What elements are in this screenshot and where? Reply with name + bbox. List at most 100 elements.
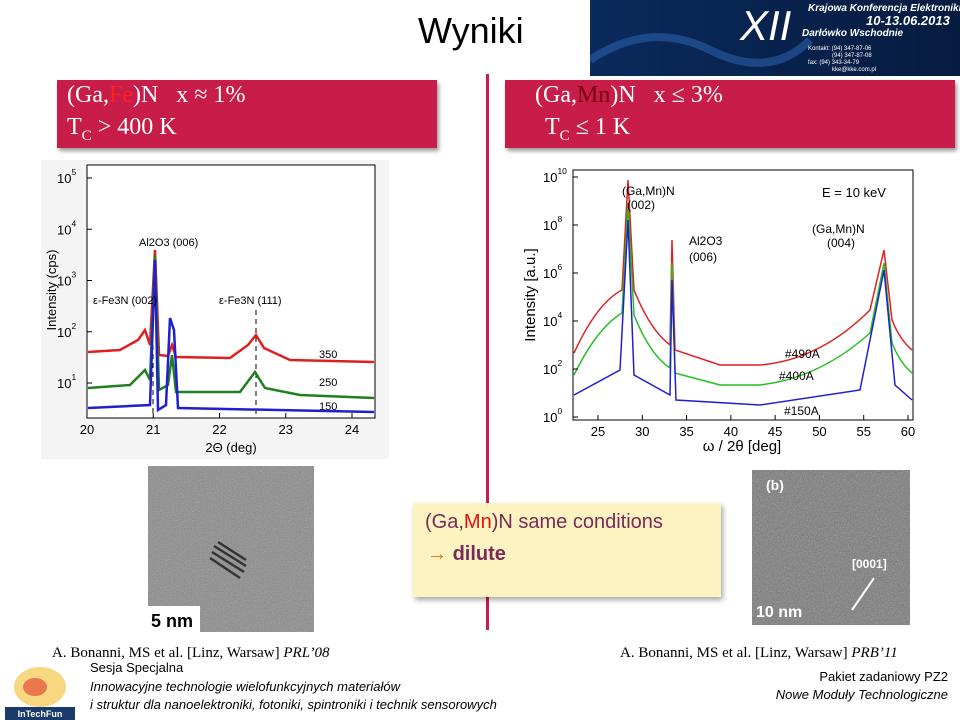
subscript: C xyxy=(559,127,570,144)
xrd-figure-left: Al2O3 (006) ε-Fe3N (002) ε-Fe3N (111) 35… xyxy=(41,160,389,459)
x-tick-label: 40 xyxy=(724,424,738,439)
y-tick-label: 102 xyxy=(57,321,76,340)
x-tick-label: 23 xyxy=(279,422,293,437)
note-box: (Ga,Mn)N same conditions → dilute xyxy=(413,503,721,597)
tick-exponent: 10 xyxy=(557,166,567,176)
text: (Ga, xyxy=(425,511,464,533)
footer-package: Pakiet zadaniowy PZ2 xyxy=(819,669,948,684)
image-noise xyxy=(752,470,910,625)
slide-title: Wyniki xyxy=(418,10,524,51)
banner-name: Krajowa Konferencja Elektroniki xyxy=(808,3,960,14)
tick-exponent: 8 xyxy=(557,214,562,224)
annotation: 350 xyxy=(319,349,337,361)
journal: PRB’11 xyxy=(851,645,898,661)
element: Mn xyxy=(463,511,492,533)
text: A. Bonanni, MS et al. [Linz, Warsaw] xyxy=(620,645,852,661)
tick-exponent: 4 xyxy=(557,310,562,320)
annotation: ε-Fe3N (002) xyxy=(93,295,157,307)
element: Fe xyxy=(108,82,133,108)
y-tick-label: 104 xyxy=(57,218,76,237)
divider xyxy=(486,74,489,630)
annotation: (Ga,Mn)N xyxy=(622,184,675,198)
element: Mn xyxy=(576,82,611,108)
text: T xyxy=(67,114,82,140)
reference-left: A. Bonanni, MS et al. [Linz, Warsaw] PRL… xyxy=(52,645,330,662)
y-tick-label: 106 xyxy=(543,262,562,281)
tick-base: 10 xyxy=(543,218,557,233)
annotation: (004) xyxy=(827,236,855,250)
banner-place: Darłówko Wschodnie xyxy=(802,28,904,39)
logo: InTechFun xyxy=(5,667,75,720)
y-axis-label: Intensity [a.u.] xyxy=(522,248,539,341)
y-axis-label: Intensity (cps) xyxy=(44,250,59,331)
scale-bg xyxy=(148,606,200,632)
text: dilute xyxy=(452,543,506,565)
annotation: (002) xyxy=(627,198,655,212)
tick-base: 10 xyxy=(543,170,557,185)
tick-exponent: 5 xyxy=(71,167,76,177)
y-tick-label: 1010 xyxy=(543,166,567,185)
lattice-fringes xyxy=(209,540,247,580)
tem-image-right: (b) [0001] 10 nm xyxy=(752,470,910,625)
plot-frame xyxy=(86,164,376,419)
journal: PRL’08 xyxy=(283,645,330,661)
curve xyxy=(87,249,375,364)
banner-decoration xyxy=(590,33,813,67)
banner-edition: XII xyxy=(739,2,792,49)
banner-contact: (94) 347-87-08 xyxy=(832,53,872,59)
curve xyxy=(573,219,913,406)
x-tick-label: 25 xyxy=(591,424,605,439)
y-tick-label: 101 xyxy=(57,372,76,391)
annotation: (Ga,Mn)N xyxy=(812,222,865,236)
scale-label: 5 nm xyxy=(151,611,193,631)
x-tick-label: 22 xyxy=(212,422,226,437)
curve xyxy=(87,259,375,414)
annotation: ε-Fe3N (111) xyxy=(219,295,282,307)
x-tick-label: 35 xyxy=(679,424,693,439)
text: > 400 K xyxy=(91,114,177,140)
x-tick-label: 24 xyxy=(345,422,359,437)
y-tick-label: 102 xyxy=(543,358,562,377)
footer-line: i struktur dla nanoelektroniki, fotoniki… xyxy=(90,697,497,712)
annotation: (006) xyxy=(689,250,717,264)
x-tick-label: 55 xyxy=(856,424,870,439)
curve xyxy=(87,254,375,400)
tick-base: 10 xyxy=(57,376,71,391)
annotation: #400A xyxy=(779,369,814,383)
annotation: #490A xyxy=(785,347,820,361)
subscript: C xyxy=(81,127,92,144)
text: )N x ≈ 1% xyxy=(132,82,246,108)
curve xyxy=(573,202,913,386)
tem-image-left: 5 nm xyxy=(148,466,314,632)
tick-base: 10 xyxy=(543,266,557,281)
tick-base: 10 xyxy=(543,314,557,329)
banner: XII Krajowa Konferencja Elektroniki 10-1… xyxy=(590,0,960,76)
right-box-line1: (Ga,Mn)N x ≤ 3% xyxy=(535,82,723,109)
x-tick-label: 50 xyxy=(812,424,826,439)
footer-session: Sesja Specjalna xyxy=(90,660,184,675)
panel-label: (b) xyxy=(766,477,784,493)
note-line2: → dilute xyxy=(427,543,506,566)
footer-line: Innowacyjne technologie wielofunkcyjnych… xyxy=(90,679,401,694)
banner-contact: fax: (94) 343-34-79 xyxy=(808,60,860,66)
left-box: (Ga,Fe)N x ≈ 1% TC > 400 K xyxy=(57,80,437,148)
y-tick-label: 103 xyxy=(57,270,76,289)
reference-right: A. Bonanni, MS et al. [Linz, Warsaw] PRB… xyxy=(620,645,898,662)
arrow-icon: → xyxy=(427,543,447,565)
y-tick-label: 105 xyxy=(57,167,76,186)
xrd-figure-right: (Ga,Mn)N (002) Al2O3 (006) E = 10 keV (G… xyxy=(517,163,917,455)
banner-contact: kke@kke.com.pl xyxy=(832,67,876,73)
scale-label: 10 nm xyxy=(756,604,802,621)
tick-exponent: 0 xyxy=(557,406,562,416)
x-tick-label: 21 xyxy=(146,422,160,437)
text: T xyxy=(545,114,560,140)
text: ≤ 1 K xyxy=(569,114,631,140)
note-line1: (Ga,Mn)N same conditions xyxy=(425,511,663,534)
x-tick-label: 30 xyxy=(635,424,649,439)
text: )N same conditions xyxy=(491,511,663,533)
right-box: (Ga,Mn)N x ≤ 3% TC ≤ 1 K xyxy=(505,80,955,148)
direction-arrow xyxy=(851,577,875,611)
curve xyxy=(573,179,913,366)
tick-base: 10 xyxy=(57,274,71,289)
